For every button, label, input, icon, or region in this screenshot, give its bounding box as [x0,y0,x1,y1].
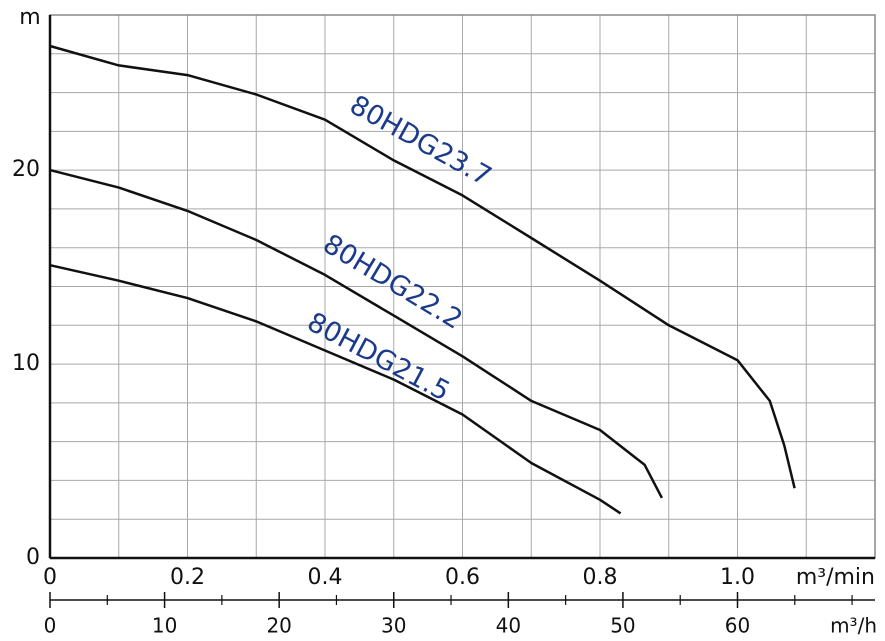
x2-tick-label: 60 [725,614,750,638]
x-tick-label: 0.2 [170,565,205,590]
y-tick-label: 0 [26,545,40,570]
x2-tick-label: 30 [381,614,406,638]
x-tick-label: 0.6 [445,565,480,590]
y-tick-label: 20 [12,157,40,182]
x2-axis-label: m³/h [830,614,877,638]
x2-tick-label: 10 [152,614,177,638]
curve [49,263,622,515]
x2-tick-label: 40 [496,614,521,638]
x-tick-label: 0 [43,565,57,590]
x-tick-label: 1.0 [720,565,755,590]
curve [49,168,664,499]
y-axis-label: m [19,5,40,30]
x2-tick-label: 0 [44,614,57,638]
x2-tick-label: 50 [610,614,635,638]
x-axis-label: m³/min [796,565,875,590]
x2-tick-label: 20 [266,614,291,638]
y-tick-label: 10 [12,351,40,376]
x-tick-label: 0.4 [308,565,343,590]
x-tick-label: 0.8 [583,565,618,590]
curve [49,44,796,489]
curve-label: 80HDG23.7 [345,90,497,193]
